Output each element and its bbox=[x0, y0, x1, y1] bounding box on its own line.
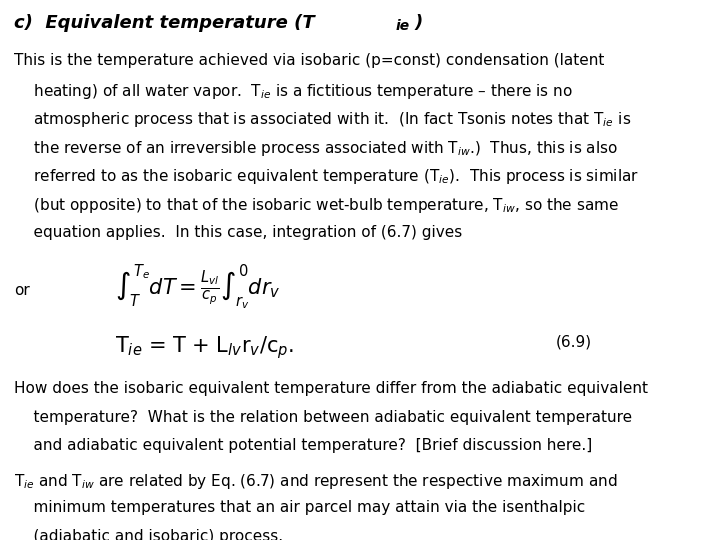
Text: This is the temperature achieved via isobaric (p=const) condensation (latent: This is the temperature achieved via iso… bbox=[14, 53, 604, 68]
Text: heating) of all water vapor.  T$_{ie}$ is a fictitious temperature – there is no: heating) of all water vapor. T$_{ie}$ is… bbox=[14, 82, 573, 100]
Text: $\int_{T}^{T_e}dT = \frac{L_{vl}}{c_p}\int_{r_v}^{0}dr_v$: $\int_{T}^{T_e}dT = \frac{L_{vl}}{c_p}\i… bbox=[114, 263, 281, 312]
Text: and adiabatic equivalent potential temperature?  [Brief discussion here.]: and adiabatic equivalent potential tempe… bbox=[14, 438, 593, 454]
Text: minimum temperatures that an air parcel may attain via the isenthalpic: minimum temperatures that an air parcel … bbox=[14, 501, 585, 516]
Text: the reverse of an irreversible process associated with T$_{iw}$.)  Thus, this is: the reverse of an irreversible process a… bbox=[14, 139, 618, 158]
Text: c)  Equivalent temperature (T: c) Equivalent temperature (T bbox=[14, 14, 315, 32]
Text: (adiabatic and isobaric) process.: (adiabatic and isobaric) process. bbox=[14, 529, 283, 540]
Text: (6.9): (6.9) bbox=[556, 334, 592, 349]
Text: How does the isobaric equivalent temperature differ from the adiabatic equivalen: How does the isobaric equivalent tempera… bbox=[14, 381, 648, 396]
Text: atmospheric process that is associated with it.  (In fact Tsonis notes that T$_{: atmospheric process that is associated w… bbox=[14, 110, 631, 129]
Text: referred to as the isobaric equivalent temperature (T$_{ie}$).  This process is : referred to as the isobaric equivalent t… bbox=[14, 167, 639, 186]
Text: ie: ie bbox=[395, 19, 409, 32]
Text: equation applies.  In this case, integration of (6.7) gives: equation applies. In this case, integrat… bbox=[14, 225, 462, 240]
Text: or: or bbox=[14, 283, 30, 298]
Text: (but opposite) to that of the isobaric wet-bulb temperature, T$_{iw}$, so the sa: (but opposite) to that of the isobaric w… bbox=[14, 196, 619, 215]
Text: ): ) bbox=[414, 14, 423, 32]
Text: T$_{ie}$ and T$_{iw}$ are related by Eq. (6.7) and represent the respective maxi: T$_{ie}$ and T$_{iw}$ are related by Eq.… bbox=[14, 472, 618, 491]
Text: T$_{ie}$ = T + L$_{lv}$r$_v$/c$_p$.: T$_{ie}$ = T + L$_{lv}$r$_v$/c$_p$. bbox=[114, 334, 294, 361]
Text: temperature?  What is the relation between adiabatic equivalent temperature: temperature? What is the relation betwee… bbox=[14, 410, 632, 425]
